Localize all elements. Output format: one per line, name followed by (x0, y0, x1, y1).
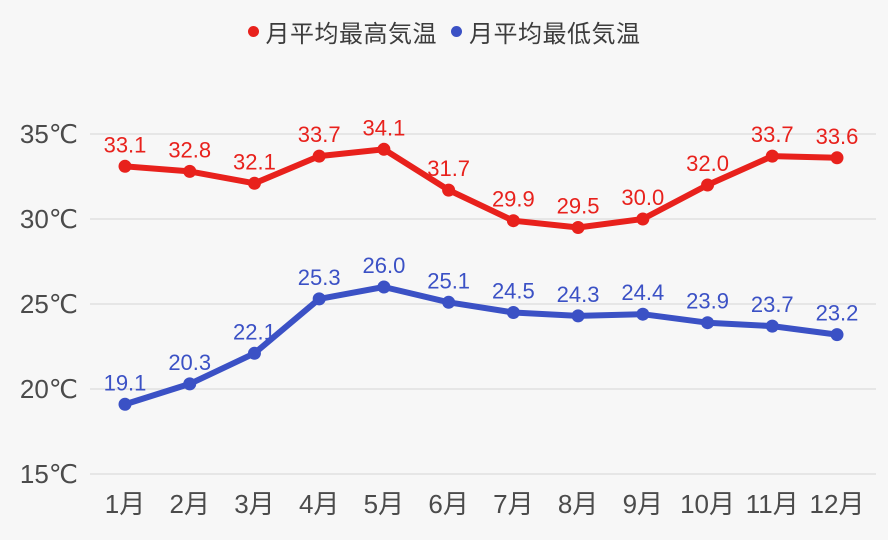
data-point[interactable] (765, 319, 779, 333)
legend-label-max-temp: 月平均最高気温 (265, 21, 437, 48)
data-point[interactable] (247, 176, 261, 190)
ytick-label: 30℃ (20, 204, 78, 234)
data-point-label: 33.6 (816, 124, 859, 149)
data-point-label: 26.0 (362, 253, 405, 278)
data-point-label: 23.7 (751, 292, 794, 317)
data-point-label: 31.7 (427, 156, 470, 181)
data-point[interactable] (312, 292, 326, 306)
data-point[interactable] (247, 346, 261, 360)
data-point[interactable] (506, 214, 520, 228)
ytick-label: 15℃ (20, 459, 78, 489)
xtick-label: 3月 (234, 489, 274, 519)
data-point-label: 32.8 (168, 137, 211, 162)
data-point-label: 30.0 (621, 185, 664, 210)
data-point-label: 29.5 (557, 194, 600, 219)
data-point[interactable] (118, 159, 132, 173)
legend-label-min-temp: 月平均最低気温 (469, 21, 641, 48)
ytick-label: 20℃ (20, 374, 78, 404)
data-point-label: 33.7 (751, 122, 794, 147)
xtick-label: 2月 (169, 489, 209, 519)
data-point-label: 29.9 (492, 187, 535, 212)
data-point-label: 20.3 (168, 350, 211, 375)
xtick-label: 9月 (623, 489, 663, 519)
data-point-label: 23.2 (816, 301, 859, 326)
data-point[interactable] (571, 221, 585, 234)
data-point[interactable] (442, 295, 456, 309)
xtick-label: 11月 (746, 489, 799, 519)
data-point-label: 25.1 (427, 268, 470, 293)
legend-item-max-temp[interactable]: 月平均最高気温 (247, 14, 438, 49)
data-point[interactable] (830, 328, 844, 342)
data-point[interactable] (183, 377, 197, 391)
data-point-label: 24.3 (557, 282, 600, 307)
data-point-label: 22.1 (233, 319, 276, 344)
xtick-label: 8月 (558, 489, 598, 519)
xtick-label: 12月 (810, 489, 865, 519)
data-point[interactable] (377, 142, 391, 156)
series-line-0 (122, 146, 840, 231)
data-point[interactable] (636, 307, 650, 321)
legend-dot-max-temp-icon (247, 26, 259, 37)
data-point[interactable] (442, 183, 456, 197)
data-point-label: 23.9 (686, 289, 729, 314)
data-point-label: 24.4 (621, 280, 664, 305)
data-point-label: 32.1 (233, 149, 276, 174)
data-point[interactable] (312, 149, 326, 163)
xtick-label: 4月 (299, 489, 339, 519)
data-point-label: 24.5 (492, 279, 535, 304)
data-point[interactable] (701, 178, 715, 192)
data-point[interactable] (830, 151, 844, 165)
data-point-label: 33.7 (298, 122, 341, 147)
xtick-label: 1月 (105, 489, 145, 519)
data-point-label: 32.0 (686, 151, 729, 176)
ytick-label: 35℃ (20, 119, 78, 149)
data-point-label: 34.1 (362, 115, 405, 140)
data-point-label: 19.1 (104, 370, 147, 395)
data-point[interactable] (571, 309, 585, 323)
chart-legend: 月平均最高気温 月平均最低気温 (0, 14, 888, 49)
xtick-label: 6月 (428, 489, 468, 519)
xtick-label: 7月 (493, 489, 533, 519)
data-point[interactable] (506, 306, 520, 319)
series-line-1 (122, 284, 840, 408)
legend-item-min-temp[interactable]: 月平均最低気温 (451, 14, 641, 49)
data-point-label: 33.1 (104, 132, 147, 157)
xtick-label: 5月 (364, 489, 404, 519)
data-point[interactable] (636, 212, 650, 226)
legend-dot-min-temp-icon (451, 26, 462, 37)
data-point[interactable] (765, 149, 779, 163)
xtick-label: 10月 (680, 489, 735, 519)
data-point[interactable] (183, 164, 197, 178)
data-point-label: 25.3 (298, 265, 341, 290)
data-point[interactable] (377, 280, 391, 294)
data-point[interactable] (701, 316, 715, 330)
data-point[interactable] (118, 397, 132, 411)
ytick-label: 25℃ (20, 289, 78, 319)
